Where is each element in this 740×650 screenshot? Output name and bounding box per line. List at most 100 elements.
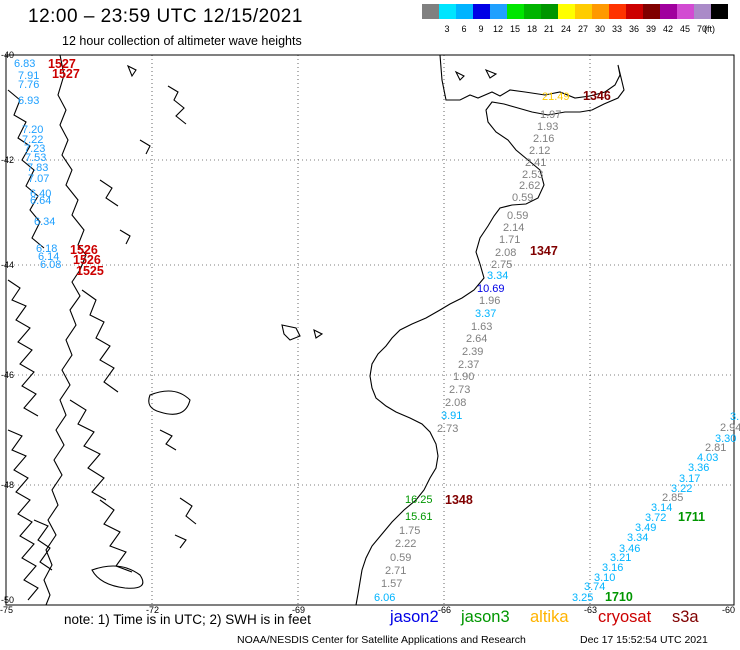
wave-height-label: 6.93	[18, 95, 39, 107]
wave-height-label: 6.34	[34, 216, 55, 228]
wave-height-label: 2.64	[466, 333, 487, 345]
wave-height-label: 1.96	[479, 295, 500, 307]
satellite-legend-jason2: jason2	[390, 608, 439, 626]
legend-unit: (ft)	[704, 24, 715, 34]
wave-height-label: 2.14	[503, 222, 524, 234]
legend-label: 45	[679, 24, 690, 34]
legend-swatch	[473, 4, 490, 19]
wave-height-label: 6.08	[40, 259, 61, 271]
wave-height-label: 10.69	[477, 283, 505, 295]
legend-label: 30	[594, 24, 605, 34]
wave-height-label: 3.72	[645, 512, 666, 524]
legend-swatch	[592, 4, 609, 19]
legend-swatch	[694, 4, 711, 19]
lat-label: -42	[1, 155, 14, 165]
wave-height-label: 16.25	[405, 494, 433, 506]
wave-height-label: 3.21	[610, 552, 631, 564]
legend-swatch	[643, 4, 660, 19]
legend-label: 33	[611, 24, 622, 34]
wave-height-label: 6.40	[30, 188, 51, 200]
wave-height-label: 1.57	[381, 578, 402, 590]
wave-height-label: 3.	[730, 411, 739, 423]
wave-height-label: 2.73	[437, 423, 458, 435]
wave-height-label: 15.61	[405, 511, 433, 523]
wave-height-label: 3.10	[594, 572, 615, 584]
pass-time-label: 1348	[445, 493, 473, 507]
wave-height-label: 7.22	[22, 134, 43, 146]
wave-height-label: 3.14	[651, 502, 672, 514]
pass-time-label: 1711	[678, 510, 705, 524]
wave-height-label: 2.94	[720, 422, 740, 434]
wave-height-label: 3.36	[688, 462, 709, 474]
pass-time-label: 1527	[52, 67, 80, 81]
legend-label: 21	[543, 24, 554, 34]
wave-height-label: 0.59	[390, 552, 411, 564]
lat-label: -48	[1, 480, 14, 490]
legend-label: 9	[478, 24, 484, 34]
wave-height-label: 1.75	[399, 525, 420, 537]
wave-height-label: 2.62	[519, 180, 540, 192]
legend-swatch	[558, 4, 575, 19]
wave-height-label: 7.53	[25, 152, 46, 164]
wave-height-label: 2.37	[458, 359, 479, 371]
argentina-coastline	[281, 54, 625, 606]
pass-time-label: 1526	[73, 253, 101, 267]
satellite-legend-s3a: s3a	[672, 608, 699, 626]
wave-height-label: 6.64	[30, 195, 51, 207]
satellite-legend-jason3: jason3	[461, 608, 510, 626]
wave-height-label: 3.25	[572, 592, 593, 604]
wave-height-label: 1.63	[471, 321, 492, 333]
lat-label: -40	[1, 50, 14, 60]
units-note: note: 1) Time is in UTC; 2) SWH is in fe…	[64, 612, 311, 627]
wave-height-label: 2.39	[462, 346, 483, 358]
legend-label: 3	[444, 24, 450, 34]
lon-label: -60	[722, 605, 735, 615]
wave-height-label: 0.59	[507, 210, 528, 222]
wave-height-label: 3.37	[475, 308, 496, 320]
wave-height-label: 2.85	[662, 492, 683, 504]
legend-swatch	[422, 4, 439, 19]
legend-label: 15	[509, 24, 520, 34]
wave-height-label: 2.22	[395, 538, 416, 550]
wave-height-label: 4.03	[697, 452, 718, 464]
wave-height-label: 7.91	[18, 70, 39, 82]
wave-height-labels: 6.83 1527 7.91 1527 7.76 6.93 7.207.227.237.53…	[14, 57, 740, 604]
credit-line: NOAA/NESDIS Center for Satellite Applica…	[237, 634, 526, 646]
lat-label: -44	[1, 260, 14, 270]
legend-label: 12	[492, 24, 503, 34]
pass-time-label: 1346	[583, 89, 611, 103]
legend-swatch	[456, 4, 473, 19]
wave-height-label: 7.76	[18, 79, 39, 91]
wave-height-label: 6.18	[36, 243, 57, 255]
wave-height-label: 1.71	[499, 234, 520, 246]
legend-label: 18	[526, 24, 537, 34]
wave-height-label: 0.59	[512, 192, 533, 204]
wave-height-label: 2.41	[525, 157, 546, 169]
legend-swatch	[677, 4, 694, 19]
wave-height-label: 2.75	[491, 259, 512, 271]
legend-swatch	[609, 4, 626, 19]
legend-swatch	[711, 4, 728, 19]
wave-height-label: 3.74	[584, 581, 605, 593]
wave-height-label: 3.22	[671, 483, 692, 495]
wave-height-label: 6.06	[374, 592, 395, 604]
wave-height-label: 2.73	[449, 384, 470, 396]
wave-height-label: 1.93	[537, 121, 558, 133]
wave-height-label: 3.16	[602, 562, 623, 574]
chile-coastline	[7, 54, 197, 606]
legend-swatch	[541, 4, 558, 19]
satellite-legend-altika: altika	[530, 608, 569, 626]
lon-labels: -75 -72 -69 -66 -63 -60	[0, 605, 735, 615]
satellite-legend-cryosat: cryosat	[598, 608, 652, 626]
wave-height-label: 2.08	[445, 397, 466, 409]
pass-time-label: 1525	[76, 264, 104, 278]
legend-label: 42	[662, 24, 673, 34]
pass-time-label: 1526	[70, 243, 98, 257]
wave-height-label: 2.53	[522, 169, 543, 181]
legend-swatch	[524, 4, 541, 19]
grid	[6, 55, 734, 605]
lon-label: -72	[146, 605, 159, 615]
wave-height-label: 3.30	[715, 433, 736, 445]
legend-label: 39	[645, 24, 656, 34]
